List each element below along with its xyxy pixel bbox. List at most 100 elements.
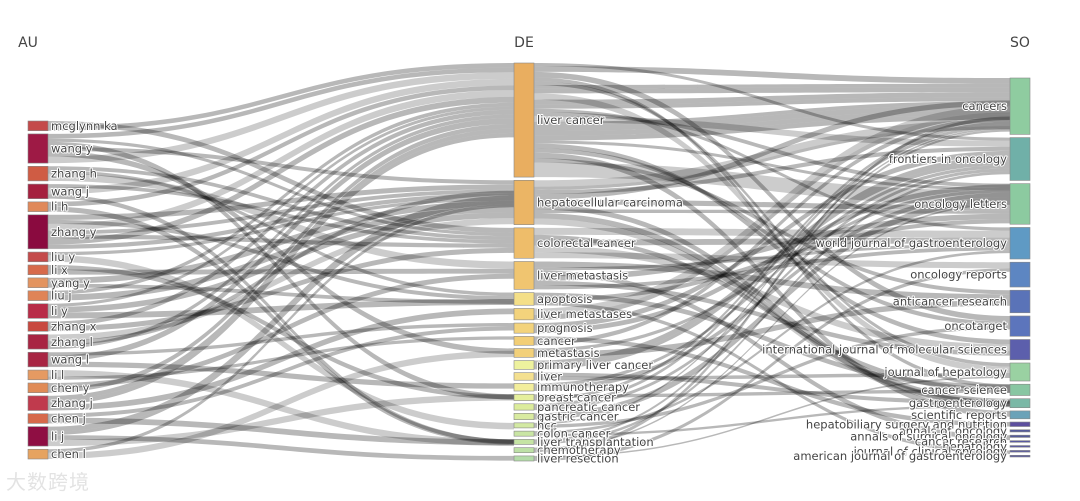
node-label-chen-j: chen j (51, 412, 86, 426)
node-de-breast-cancer[interactable] (513, 393, 535, 401)
node-de-colorectal-cancer[interactable] (513, 227, 535, 259)
node-de-gastric-cancer[interactable] (513, 413, 535, 420)
node-so-anticancer-research[interactable] (1009, 289, 1031, 314)
link-de-so-63 (534, 168, 1010, 411)
node-de-colon-cancer[interactable] (513, 430, 535, 437)
node-de-apoptosis[interactable] (513, 292, 535, 306)
node-de-liver[interactable] (513, 372, 535, 381)
node-so-journal-of-hepatology[interactable] (1009, 362, 1031, 382)
link-de-so-38 (534, 243, 1010, 271)
node-au-chen-l[interactable] (27, 448, 49, 460)
link-au-de-29 (48, 102, 514, 295)
node-au-zhang-h[interactable] (27, 166, 49, 182)
node-au-zhang-x[interactable] (27, 321, 49, 332)
node-au-wang-l[interactable] (27, 351, 49, 368)
link-au-de-20 (48, 234, 514, 248)
node-au-chen-j[interactable] (27, 413, 49, 424)
node-au-liu-y[interactable] (27, 251, 49, 263)
node-de-liver-metastasis[interactable] (513, 261, 535, 290)
link-au-de-44 (48, 273, 514, 389)
node-so-cancer-research[interactable] (1009, 440, 1031, 443)
link-de-so-8 (534, 92, 1010, 105)
link-au-de-14 (48, 85, 514, 207)
node-so-scientific-reports[interactable] (1009, 410, 1031, 420)
node-label-oncology-reports: oncology reports (910, 268, 1007, 282)
node-au-zhang-j[interactable] (27, 395, 49, 411)
link-de-so-17 (534, 140, 1010, 191)
link-de-so-69 (534, 404, 1010, 437)
node-au-li-h[interactable] (27, 201, 49, 212)
node-so-oncology-letters[interactable] (1009, 183, 1031, 225)
link-au-de-45 (48, 123, 514, 393)
node-so-hepatobiliary-surgery-and-nutrition[interactable] (1009, 421, 1031, 427)
node-au-wang-y[interactable] (27, 133, 49, 164)
node-de-hcc[interactable] (513, 422, 535, 429)
node-au-li-y[interactable] (27, 303, 49, 319)
node-so-annals-of-oncology[interactable] (1009, 429, 1031, 433)
node-de-primary-liver-cancer[interactable] (513, 360, 535, 370)
link-de-so-59 (534, 192, 1010, 392)
node-au-li-l[interactable] (27, 369, 49, 381)
node-de-chemotherapy[interactable] (513, 447, 535, 454)
node-de-liver-resection[interactable] (513, 455, 535, 462)
node-de-liver-transplantation[interactable] (513, 439, 535, 445)
link-de-so-14 (534, 104, 1010, 132)
node-label-journal-of-hepatology: journal of hepatology (883, 365, 1007, 379)
node-au-mcglynn-ka[interactable] (27, 120, 49, 132)
node-so-american-journal-of-gastroenterology[interactable] (1009, 455, 1031, 458)
link-de-so-19 (534, 148, 1010, 326)
link-au-de-48 (48, 308, 514, 411)
node-au-li-j[interactable] (27, 426, 49, 447)
node-label-liver-metastases: liver metastases (537, 307, 632, 321)
link-au-de-53 (48, 435, 514, 461)
link-de-so-30 (534, 212, 1010, 406)
node-de-hepatocellular-carcinoma[interactable] (513, 179, 535, 225)
node-so-cancer-science[interactable] (1009, 383, 1031, 396)
link-de-so-2 (534, 71, 1010, 322)
link-au-de-52 (48, 200, 514, 436)
link-de-so-75 (534, 268, 1010, 461)
link-au-de-0 (48, 121, 514, 233)
link-de-so-42 (534, 246, 1010, 290)
node-au-yang-y[interactable] (27, 277, 49, 288)
node-so-world-journal-of-gastroenterology[interactable] (1009, 227, 1031, 260)
node-label-metastasis: metastasis (537, 346, 600, 360)
node-de-cancer[interactable] (513, 336, 535, 346)
node-label-prognosis: prognosis (537, 321, 593, 335)
link-de-so-16 (534, 114, 1010, 141)
node-label-wang-j: wang j (51, 184, 89, 198)
node-au-wang-j[interactable] (27, 183, 49, 199)
node-label-colon-cancer: colon cancer (537, 427, 611, 441)
node-au-chen-y[interactable] (27, 382, 49, 394)
node-au-zhang-l[interactable] (27, 334, 49, 350)
node-de-pancreatic-cancer[interactable] (513, 403, 535, 411)
link-au-de-25 (48, 264, 514, 400)
link-au-de-40 (48, 118, 514, 362)
node-au-liu-j[interactable] (27, 290, 49, 301)
node-de-immunotherapy[interactable] (513, 383, 535, 392)
node-de-metastasis[interactable] (513, 348, 535, 358)
node-de-liver-cancer[interactable] (513, 62, 535, 178)
node-so-oncotarget[interactable] (1009, 315, 1031, 337)
node-so-hepatology[interactable] (1009, 445, 1031, 448)
node-label-li-j: li j (51, 429, 64, 443)
link-de-so-35 (534, 245, 1010, 351)
node-so-gastroenterology[interactable] (1009, 398, 1031, 409)
node-so-frontiers-in-oncology[interactable] (1009, 137, 1031, 181)
link-au-de-4 (48, 141, 514, 400)
node-de-prognosis[interactable] (513, 322, 535, 334)
node-au-zhang-y[interactable] (27, 214, 49, 250)
link-de-so-64 (534, 196, 1010, 417)
link-de-so-11 (534, 111, 1010, 188)
node-de-liver-metastases[interactable] (513, 308, 535, 321)
node-so-journal-of-clinical-oncology[interactable] (1009, 450, 1031, 453)
link-de-so-37 (534, 261, 1010, 301)
link-au-de-10 (48, 173, 514, 269)
link-au-de-19 (48, 189, 514, 235)
node-so-cancers[interactable] (1009, 77, 1031, 135)
node-so-annals-of-surgical-oncology[interactable] (1009, 434, 1031, 438)
node-so-international-journal-of-molecular-sciences[interactable] (1009, 339, 1031, 361)
node-so-oncology-reports[interactable] (1009, 261, 1031, 288)
node-au-li-x[interactable] (27, 264, 49, 276)
